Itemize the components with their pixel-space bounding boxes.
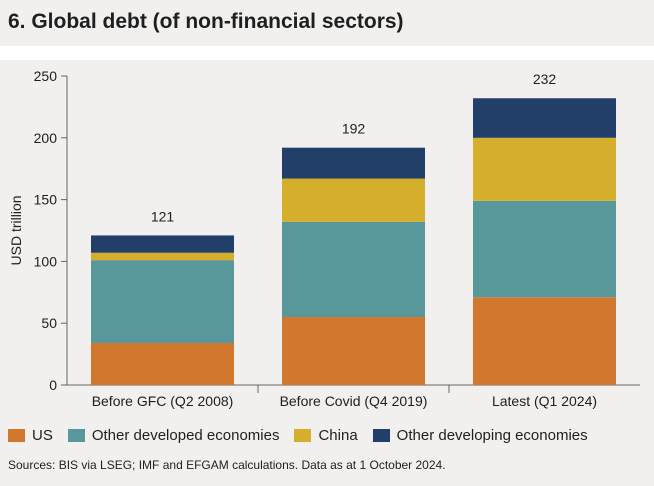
y-tick-label: 200 (34, 130, 58, 146)
legend-swatch (294, 428, 312, 442)
bar-segment-other-developed-economies (91, 260, 234, 343)
bar-segment-china (473, 137, 616, 201)
legend-item: Other developed economies (67, 426, 280, 444)
legend-swatch (67, 428, 85, 442)
bar-segment-other-developed-economies (473, 200, 616, 298)
y-tick-label: 100 (34, 253, 58, 269)
legend-label: Other developing economies (396, 426, 588, 444)
legend-swatch (372, 428, 390, 442)
bar-total-label: 121 (151, 208, 175, 224)
y-tick-label: 50 (41, 315, 57, 331)
x-tick-label: Latest (Q1 2024) (492, 393, 597, 409)
x-tick-label: Before Covid (Q4 2019) (280, 393, 428, 409)
legend-item: US (8, 427, 53, 444)
bar-segment-us (91, 342, 234, 385)
legend-item: China (294, 426, 358, 444)
bar-segment-other-developing-economies (282, 147, 425, 179)
title-bar: 6. Global debt (of non-financial sectors… (0, 0, 654, 46)
bar-segment-china (282, 178, 425, 222)
legend-label: China (318, 426, 358, 444)
bar-segment-us (282, 317, 425, 385)
bar-total-label: 192 (342, 121, 366, 137)
chart-title: 6. Global debt (of non-financial sectors… (8, 10, 404, 33)
y-axis-label: USD trillion (8, 195, 24, 265)
bar-segment-china (91, 252, 234, 261)
x-tick-label: Before GFC (Q2 2008) (92, 393, 234, 409)
source-note: Sources: BIS via LSEG; IMF and EFGAM cal… (8, 458, 446, 472)
legend-swatch (8, 428, 25, 442)
y-tick-label: 250 (34, 68, 58, 84)
bar-total-label: 232 (533, 71, 557, 87)
chart-legend: US Other developed economies China Other de… (8, 423, 603, 447)
y-tick-label: 150 (34, 192, 58, 208)
bar-segment-other-developed-economies (282, 221, 425, 318)
legend-label: US (32, 426, 53, 444)
legend-item: Other developing economies (372, 426, 588, 444)
y-tick-label: 0 (49, 377, 57, 393)
bar-segment-other-developing-economies (91, 235, 234, 253)
bar-segment-other-developing-economies (473, 98, 616, 138)
bar-segment-us (473, 297, 616, 385)
legend-label: Other developed economies (91, 426, 280, 444)
